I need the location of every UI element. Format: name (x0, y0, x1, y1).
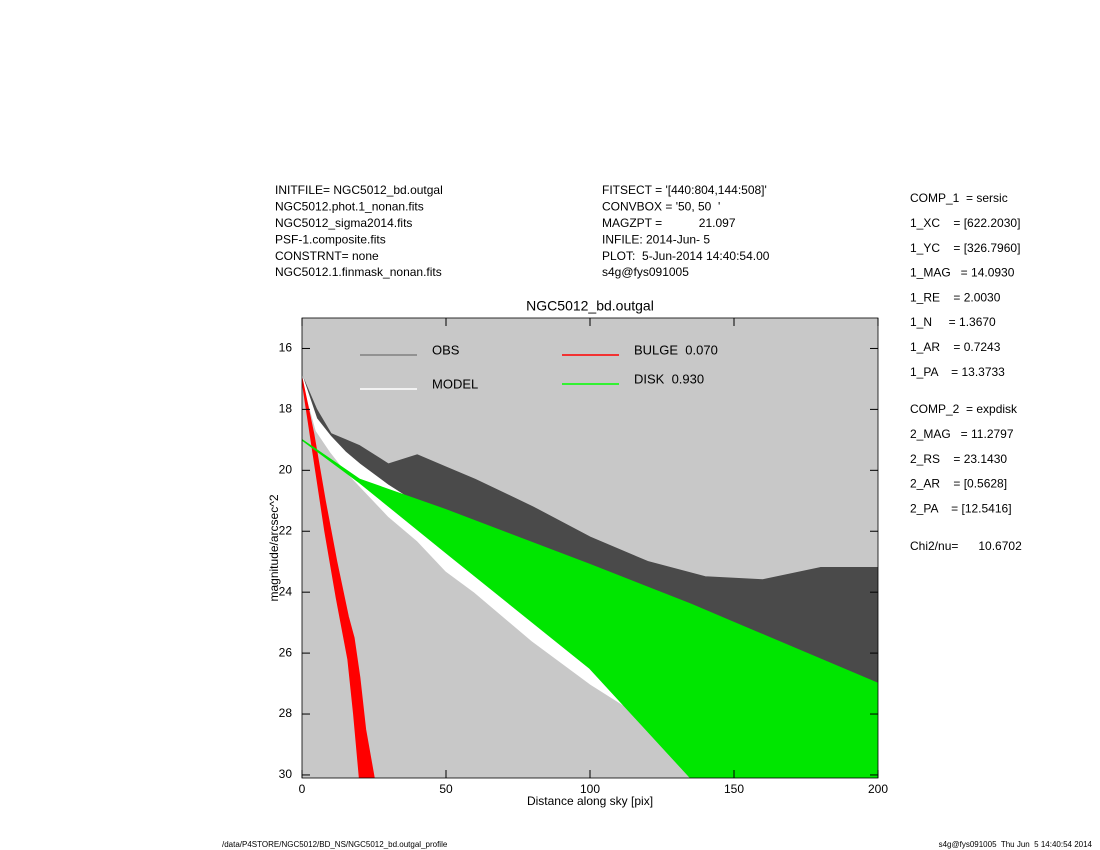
header-left-line: PSF-1.composite.fits (275, 232, 386, 246)
band (302, 439, 878, 778)
plot-marks (302, 375, 878, 778)
x-tick-label: 100 (580, 782, 600, 796)
x-tick-label: 50 (439, 782, 453, 796)
param-line: 1_PA = 13.3733 (910, 365, 1005, 379)
param-line: COMP_1 = sersic (910, 191, 1008, 205)
param-line: 1_RE = 2.0030 (910, 290, 1001, 304)
param-line: 2_RS = 23.1430 (910, 452, 1007, 466)
band (302, 378, 375, 778)
header-left-line: NGC5012_sigma2014.fits (275, 216, 412, 230)
param-line: 1_YC = [326.7960] (910, 241, 1020, 255)
y-tick-label: 26 (279, 645, 293, 659)
header-center-line: MAGZPT = 21.097 (602, 216, 736, 230)
param-line: 1_AR = 0.7243 (910, 340, 1001, 354)
x-tick-label: 200 (868, 782, 888, 796)
legend-label: MODEL (432, 376, 478, 391)
footer-right: s4g@fys091005 Thu Jun 5 14:40:54 2014 (939, 840, 1093, 849)
param-line: 2_PA = [12.5416] (910, 501, 1012, 515)
footer-left: /data/P4STORE/NGC5012/BD_NS/NGC5012_bd.o… (222, 840, 448, 849)
y-tick-label: 30 (279, 767, 293, 781)
x-axis-label: Distance along sky [pix] (527, 794, 653, 808)
y-tick-label: 22 (279, 523, 293, 537)
param-line: 2_MAG = 11.2797 (910, 427, 1014, 441)
header-left-line: NGC5012.phot.1_nonan.fits (275, 200, 424, 214)
legend-label: BULGE 0.070 (634, 342, 718, 357)
header-center-line: FITSECT = '[440:804,144:508]' (602, 183, 767, 197)
header-left-line: INITFILE= NGC5012_bd.outgal (275, 183, 443, 197)
chart-title: NGC5012_bd.outgal (526, 298, 654, 314)
y-tick-label: 24 (279, 584, 293, 598)
param-line: 1_N = 1.3670 (910, 315, 996, 329)
param-line: 1_MAG = 14.0930 (910, 266, 1015, 280)
y-tick-label: 28 (279, 706, 293, 720)
header-center-line: INFILE: 2014-Jun- 5 (602, 232, 710, 246)
param-line: 1_XC = [622.2030] (910, 216, 1020, 230)
y-tick-label: 20 (279, 462, 293, 476)
legend-label: OBS (432, 342, 460, 357)
header-center-line: PLOT: 5-Jun-2014 14:40:54.00 (602, 249, 770, 263)
header-center-line: s4g@fys091005 (602, 265, 689, 279)
param-line: COMP_2 = expdisk (910, 402, 1018, 416)
param-line: 2_AR = [0.5628] (910, 477, 1007, 491)
header-center-line: CONVBOX = '50, 50 ' (602, 200, 720, 214)
chi2: Chi2/nu= 10.6702 (910, 539, 1022, 553)
x-tick-label: 150 (724, 782, 744, 796)
y-tick-label: 18 (279, 402, 293, 416)
x-tick-label: 0 (299, 782, 306, 796)
y-axis-label: magnitude/arcsec^2 (267, 494, 281, 601)
y-tick-label: 16 (279, 341, 293, 355)
header-left-line: CONSTRNT= none (275, 249, 379, 263)
header-left-line: NGC5012.1.finmask_nonan.fits (275, 265, 442, 279)
legend-label: DISK 0.930 (634, 371, 704, 386)
